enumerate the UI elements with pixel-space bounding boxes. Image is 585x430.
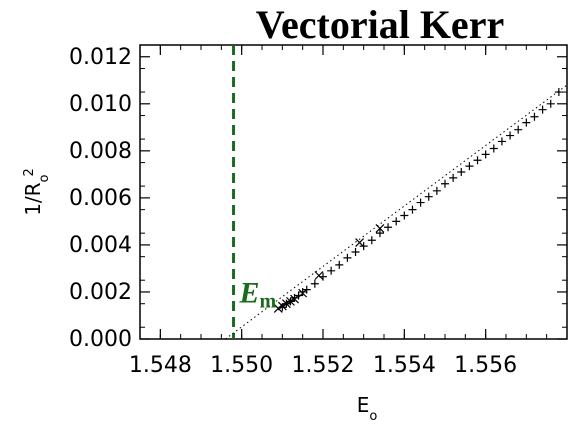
data-point-x (277, 301, 287, 311)
data-point-x (298, 288, 308, 298)
x-axis-label: Eo (357, 393, 378, 424)
data-point-plus (465, 162, 474, 171)
data-point-x (273, 303, 283, 313)
y-tick-label: 0.004 (69, 233, 132, 258)
y-tick-label: 0.002 (69, 280, 132, 305)
x-axis: 1.548 1.550 1.552 1.554 1.556 (129, 45, 568, 378)
data-point-plus (424, 192, 433, 201)
y-tick-label: 0.012 (69, 45, 132, 70)
data-point-plus (497, 137, 506, 146)
data-point-plus (416, 198, 425, 207)
data-point-plus (514, 125, 523, 134)
data-point-plus (554, 88, 563, 97)
x-tick-label: 1.548 (129, 353, 192, 378)
data-point-x (314, 271, 324, 280)
y-axis: 0.000 0.002 0.004 0.006 0.008 0.010 0.012 (69, 45, 567, 352)
data-point-x (355, 238, 365, 247)
data-point-plus (489, 144, 498, 153)
data-point-plus (546, 99, 555, 108)
data-point-plus (522, 118, 531, 127)
data-point-x (281, 299, 291, 309)
y-tick-label: 0.010 (69, 92, 132, 117)
data-point-plus (432, 186, 441, 195)
data-point-plus (481, 150, 490, 159)
data-point-plus (351, 247, 360, 256)
x-tick-label: 1.556 (454, 353, 517, 378)
em-annotation: Em (239, 276, 277, 312)
data-point-plus (298, 287, 307, 296)
data-point-plus (473, 156, 482, 165)
data-point-plus (310, 279, 319, 288)
data-point-plus (530, 112, 539, 121)
data-point-plus (375, 229, 384, 238)
data-point-plus (408, 205, 417, 214)
data-point-plus (538, 105, 547, 114)
y-axis-label: 1/Ro2 (21, 168, 52, 216)
data-point-plus (506, 131, 515, 140)
y-tick-label: 0.008 (69, 139, 132, 164)
chart-title: Vectorial Kerr (256, 2, 504, 47)
data-point-x (375, 224, 385, 233)
data-point-plus (343, 253, 352, 262)
x-tick-label: 1.554 (373, 353, 436, 378)
data-point-plus (392, 217, 401, 226)
data-point-plus (441, 179, 449, 188)
x-tick-label: 1.550 (210, 353, 273, 378)
data-point-plus (367, 236, 376, 245)
data-points (273, 88, 563, 313)
data-point-plus (449, 173, 458, 182)
y-tick-label: 0.000 (69, 327, 132, 352)
y-tick-label: 0.006 (69, 186, 132, 211)
data-point-x (290, 294, 299, 304)
data-point-plus (384, 223, 393, 232)
data-point-plus (457, 168, 466, 177)
plot-frame (139, 44, 568, 340)
data-point-plus (335, 260, 344, 269)
data-point-plus (327, 266, 336, 275)
data-point-x (286, 296, 295, 306)
x-tick-label: 1.552 (292, 353, 355, 378)
fit-line (225, 84, 568, 340)
data-point-plus (400, 211, 409, 220)
